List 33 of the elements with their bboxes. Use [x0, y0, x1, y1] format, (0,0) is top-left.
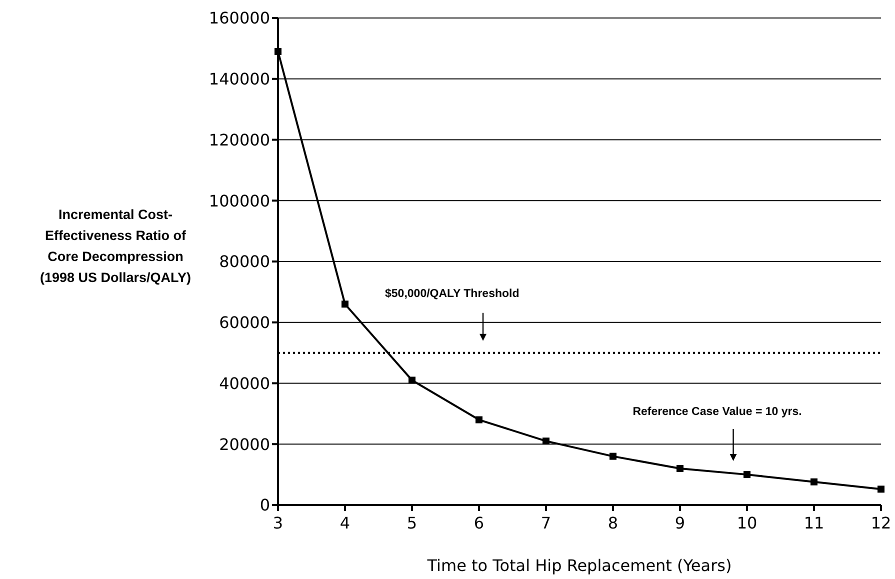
y-axis-title: Incremental Cost-Effectiveness Ratio of Core Decompression (1998 US Dollars/QALY)	[38, 206, 192, 287]
point	[744, 471, 750, 478]
x-tick-label: 10	[736, 513, 758, 532]
y-tick-label: 80000	[219, 252, 270, 272]
point	[476, 416, 482, 424]
x-tick-label: 4	[340, 513, 350, 532]
y-tick-label: 160000	[208, 8, 270, 28]
x-tick-label: 3	[272, 513, 284, 532]
point	[878, 486, 884, 493]
y-tick-label: 60000	[219, 313, 270, 332]
y-tick-label: 140000	[208, 70, 270, 89]
point	[408, 376, 416, 384]
x-tick-label: 5	[406, 513, 418, 532]
y-tick-label: 120000	[208, 130, 270, 150]
x-axis-title: Time to Total Hip Replacement (Years)	[426, 556, 732, 575]
point	[274, 48, 282, 55]
y-tick-label: 0	[260, 496, 270, 515]
x-tick-label: 11	[804, 513, 824, 532]
x-tick-label: 8	[608, 513, 618, 532]
annotation: Reference Case Value = 10 yrs.	[632, 406, 802, 418]
x-tick-label: 7	[540, 513, 552, 532]
y-tick-label: 20000	[219, 434, 270, 454]
x-tick-label: 9	[674, 513, 686, 532]
point	[810, 478, 818, 486]
point	[542, 438, 550, 445]
point	[610, 452, 616, 460]
point	[342, 300, 348, 308]
y-tick-label: 40000	[219, 374, 270, 393]
x-tick-label: 12	[870, 513, 892, 532]
y-tick-label: 100000	[208, 191, 270, 210]
ref-line-label: $50,000/QALY Threshold	[385, 288, 520, 300]
point	[676, 464, 684, 472]
x-tick-label: 6	[474, 513, 484, 532]
